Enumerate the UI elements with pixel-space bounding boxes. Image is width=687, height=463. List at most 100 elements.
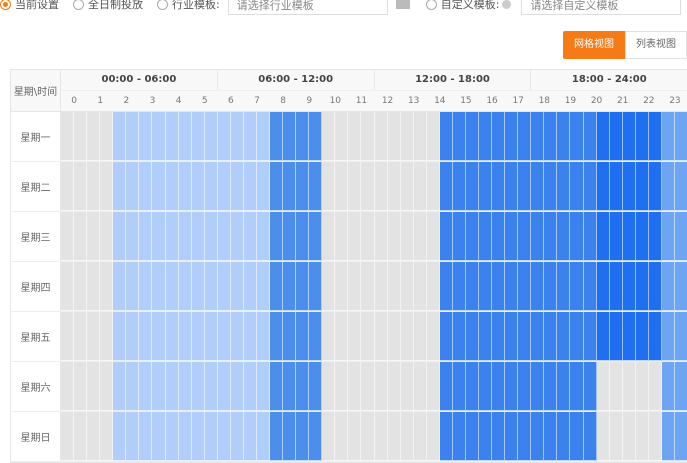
time-slot-cell[interactable]: [400, 312, 414, 361]
time-slot-cell[interactable]: [256, 262, 270, 311]
time-slot-cell[interactable]: [87, 262, 101, 311]
time-slot-cell[interactable]: [230, 412, 244, 461]
time-slot-cell[interactable]: [492, 262, 506, 311]
time-slot-cell[interactable]: [270, 112, 284, 161]
time-slot-cell[interactable]: [505, 112, 519, 161]
time-slot-cell[interactable]: [413, 212, 427, 261]
time-slot-cell[interactable]: [87, 362, 101, 411]
time-slot-cell[interactable]: [113, 212, 127, 261]
hour-label[interactable]: 0: [71, 96, 77, 106]
radio-circle[interactable]: [73, 0, 84, 10]
time-slot-cell[interactable]: [635, 262, 649, 311]
time-slot-cell[interactable]: [61, 262, 75, 311]
time-slot-cell[interactable]: [557, 362, 571, 411]
time-slot-cell[interactable]: [544, 112, 558, 161]
time-slot-cell[interactable]: [165, 112, 179, 161]
time-slot-cell[interactable]: [648, 262, 662, 311]
time-slot-cell[interactable]: [518, 312, 532, 361]
time-slot-cell[interactable]: [296, 212, 310, 261]
time-slot-cell[interactable]: [270, 212, 284, 261]
time-slot-cell[interactable]: [479, 112, 493, 161]
time-slot-cell[interactable]: [74, 262, 88, 311]
time-slot-cell[interactable]: [309, 362, 323, 411]
time-slot-cell[interactable]: [465, 212, 479, 261]
time-slot-cell[interactable]: [283, 162, 297, 211]
hour-label[interactable]: 19: [564, 96, 577, 106]
time-slot-cell[interactable]: [87, 212, 101, 261]
time-slot-cell[interactable]: [230, 212, 244, 261]
time-slot-cell[interactable]: [648, 312, 662, 361]
time-slot-cell[interactable]: [74, 412, 88, 461]
time-slot-cell[interactable]: [439, 212, 453, 261]
time-slot-cell[interactable]: [635, 212, 649, 261]
time-slot-cell[interactable]: [243, 412, 257, 461]
time-slot-cell[interactable]: [452, 312, 466, 361]
time-slot-cell[interactable]: [413, 412, 427, 461]
hour-label[interactable]: 18: [538, 96, 551, 106]
time-slot-cell[interactable]: [139, 162, 153, 211]
time-slot-cell[interactable]: [217, 362, 231, 411]
hour-label[interactable]: 15: [460, 96, 472, 106]
time-slot-cell[interactable]: [400, 212, 414, 261]
time-slot-cell[interactable]: [570, 162, 584, 211]
time-slot-cell[interactable]: [505, 362, 519, 411]
time-slot-cell[interactable]: [270, 162, 284, 211]
time-slot-cell[interactable]: [61, 162, 75, 211]
time-slot-cell[interactable]: [648, 112, 662, 161]
time-slot-cell[interactable]: [635, 162, 649, 211]
time-slot-cell[interactable]: [61, 312, 75, 361]
time-slot-cell[interactable]: [309, 112, 323, 161]
time-slot-cell[interactable]: [505, 162, 519, 211]
time-slot-cell[interactable]: [126, 362, 140, 411]
time-slot-cell[interactable]: [674, 262, 687, 311]
time-slot-cell[interactable]: [426, 312, 440, 361]
time-slot-cell[interactable]: [87, 412, 101, 461]
time-slot-cell[interactable]: [531, 312, 545, 361]
time-slot-cell[interactable]: [609, 162, 623, 211]
time-slot-cell[interactable]: [204, 212, 218, 261]
time-slot-cell[interactable]: [661, 412, 675, 461]
time-slot-cell[interactable]: [439, 312, 453, 361]
time-slot-cell[interactable]: [439, 412, 453, 461]
hour-label[interactable]: 6: [227, 96, 234, 106]
time-slot-cell[interactable]: [661, 362, 675, 411]
time-slot-cell[interactable]: [74, 362, 88, 411]
time-slot-cell[interactable]: [479, 312, 493, 361]
time-slot-cell[interactable]: [609, 412, 623, 461]
time-slot-cell[interactable]: [61, 112, 75, 161]
time-slot-cell[interactable]: [426, 412, 440, 461]
time-slot-cell[interactable]: [609, 312, 623, 361]
time-slot-cell[interactable]: [387, 112, 401, 161]
time-slot-cell[interactable]: [439, 362, 453, 411]
time-slot-cell[interactable]: [622, 362, 636, 411]
time-slot-cell[interactable]: [596, 412, 610, 461]
time-slot-cell[interactable]: [661, 212, 675, 261]
time-slot-cell[interactable]: [505, 262, 519, 311]
time-slot-cell[interactable]: [230, 362, 244, 411]
time-slot-cell[interactable]: [348, 362, 362, 411]
time-slot-cell[interactable]: [152, 162, 166, 211]
time-slot-cell[interactable]: [452, 262, 466, 311]
time-slot-cell[interactable]: [100, 212, 114, 261]
time-slot-cell[interactable]: [361, 262, 375, 311]
time-slot-cell[interactable]: [87, 112, 101, 161]
time-slot-cell[interactable]: [361, 412, 375, 461]
time-slot-cell[interactable]: [570, 212, 584, 261]
time-slot-cell[interactable]: [400, 412, 414, 461]
time-slot-cell[interactable]: [479, 212, 493, 261]
time-slot-cell[interactable]: [583, 212, 597, 261]
time-slot-cell[interactable]: [126, 262, 140, 311]
time-slot-cell[interactable]: [191, 162, 205, 211]
time-slot-cell[interactable]: [544, 162, 558, 211]
time-slot-cell[interactable]: [309, 312, 323, 361]
time-slot-cell[interactable]: [217, 112, 231, 161]
time-slot-cell[interactable]: [635, 112, 649, 161]
time-slot-cell[interactable]: [100, 312, 114, 361]
time-slot-cell[interactable]: [674, 412, 687, 461]
time-slot-cell[interactable]: [505, 212, 519, 261]
time-slot-cell[interactable]: [348, 212, 362, 261]
time-slot-cell[interactable]: [361, 312, 375, 361]
time-slot-cell[interactable]: [296, 262, 310, 311]
hour-label[interactable]: 22: [643, 96, 655, 106]
day-label[interactable]: 星期四: [11, 262, 61, 311]
